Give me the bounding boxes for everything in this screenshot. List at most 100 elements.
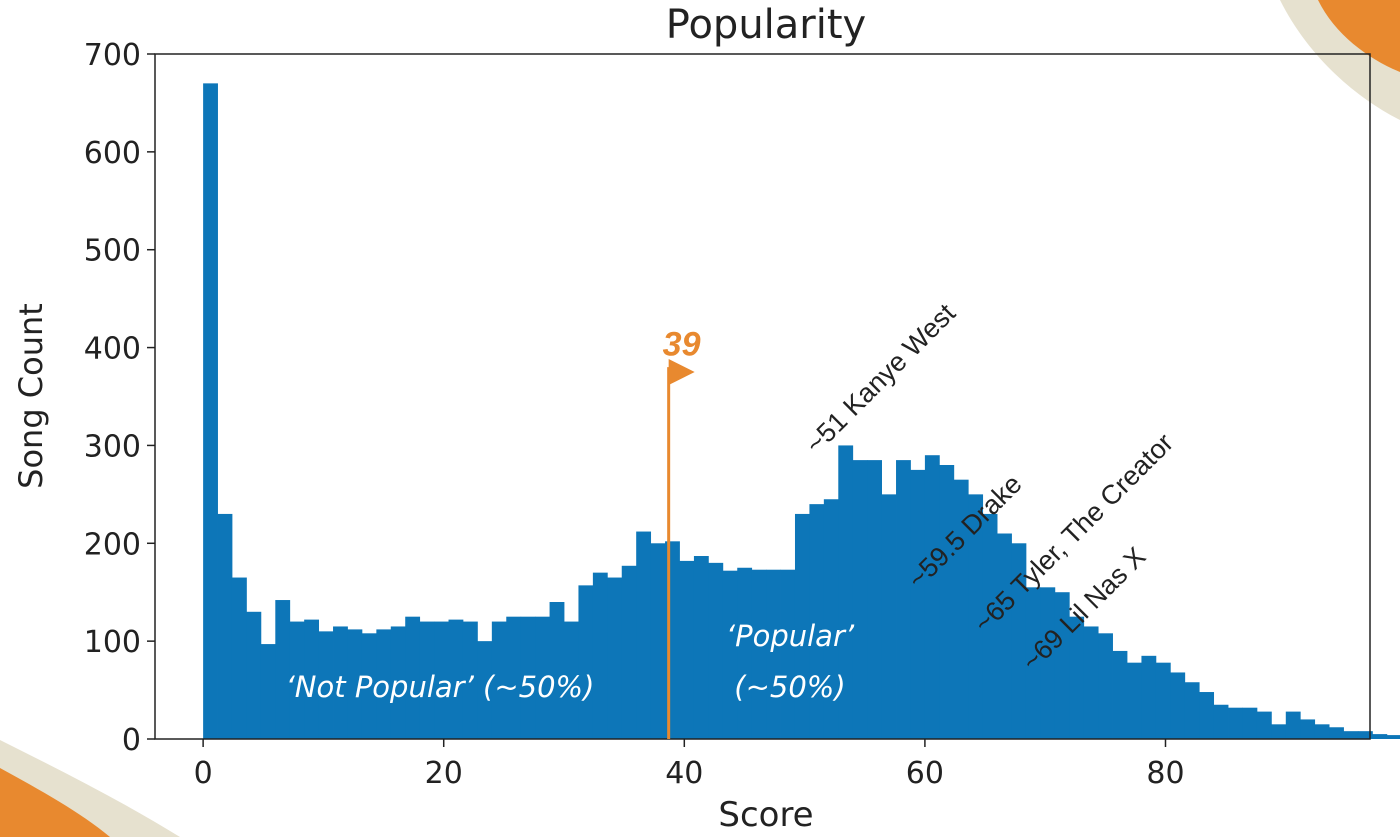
histogram-bar — [1372, 734, 1388, 739]
histogram-bar — [607, 577, 623, 739]
histogram-bar — [679, 560, 695, 739]
histogram-bar — [1184, 682, 1200, 739]
histogram-bar — [636, 531, 652, 739]
histogram-bar — [1228, 707, 1243, 739]
histogram-bar — [564, 621, 579, 739]
histogram-bar — [693, 556, 709, 739]
histogram-bar — [419, 621, 435, 739]
x-axis-label: Score — [718, 795, 813, 835]
histogram-bar — [1069, 616, 1085, 739]
region-label-not-popular: ‘Not Popular’ (~50%) — [286, 670, 595, 704]
histogram-bar — [953, 479, 969, 739]
x-tick-label: 60 — [906, 756, 944, 791]
plot-frame — [154, 53, 1371, 740]
histogram-bar — [376, 629, 392, 739]
histogram-bar — [1213, 704, 1229, 739]
histogram-bar — [1025, 587, 1041, 739]
corner-decoration-top-right — [1280, 0, 1400, 120]
histogram-bar — [939, 465, 955, 739]
histogram-bar — [260, 644, 276, 739]
histogram-bar — [1040, 587, 1056, 739]
histogram-bar — [924, 455, 940, 739]
histogram-bar — [621, 565, 637, 739]
y-tick-label: 600 — [84, 136, 141, 171]
histogram-bar — [1112, 650, 1128, 739]
x-tick-label: 20 — [425, 756, 463, 791]
histogram-bar — [751, 569, 767, 739]
y-tick-label: 200 — [84, 527, 141, 562]
histogram-bar — [1170, 672, 1186, 739]
y-tick-label: 0 — [122, 723, 141, 758]
histogram-bar — [361, 633, 377, 739]
histogram-bar — [809, 504, 825, 739]
histogram-bar — [592, 572, 608, 739]
histogram-bar — [275, 600, 291, 739]
y-tick-label: 400 — [84, 332, 141, 367]
histogram-bar — [1011, 543, 1027, 739]
x-axis-ticks: 0 20 40 60 80 — [194, 739, 1185, 791]
histogram-bar — [203, 83, 218, 740]
histogram-bar — [896, 460, 911, 739]
histogram-bar — [289, 621, 305, 739]
histogram-bar — [650, 543, 666, 739]
histogram-bar — [462, 621, 478, 739]
histogram-bar — [535, 616, 550, 739]
histogram-bar — [1155, 662, 1171, 739]
threshold-label: 39 — [663, 326, 701, 364]
region-label-popular: ‘Popular’ — [726, 619, 855, 653]
histogram-bar — [997, 533, 1012, 739]
histogram-bar — [1386, 735, 1400, 739]
histogram-bar — [1329, 727, 1344, 739]
histogram-bar — [982, 513, 998, 739]
histogram-bar — [1127, 662, 1142, 739]
histogram-bar — [852, 460, 868, 739]
y-tick-label: 500 — [84, 234, 141, 269]
histogram-bar — [708, 562, 724, 739]
threshold-flag: 39 — [663, 326, 701, 739]
histogram-bar — [578, 585, 594, 739]
histogram-bar — [246, 611, 262, 739]
histogram-bar — [347, 629, 363, 739]
histogram-bars — [203, 83, 1400, 740]
histogram-bar — [838, 445, 854, 739]
y-tick-label: 300 — [84, 429, 141, 464]
histogram-bar — [1098, 633, 1113, 739]
histogram-bar — [1285, 711, 1301, 739]
histogram-bar — [1271, 724, 1287, 739]
histogram-bar — [766, 569, 781, 739]
histogram-bar — [1054, 592, 1070, 739]
histogram-bar — [910, 469, 926, 739]
histogram-bar — [448, 619, 464, 739]
histogram-bar — [506, 616, 522, 739]
artist-annotation: ~51 Kanye West — [800, 298, 962, 460]
y-tick-label: 700 — [84, 38, 141, 73]
histogram-bar — [318, 631, 334, 739]
histogram-bar — [867, 460, 882, 739]
histogram-bar — [794, 513, 810, 739]
x-tick-label: 0 — [194, 756, 213, 791]
histogram-bar — [390, 626, 406, 739]
y-axis-label: Song Count — [12, 303, 50, 489]
histogram-bar — [780, 569, 796, 739]
histogram-bar — [304, 619, 320, 739]
chart-title: Popularity — [666, 2, 866, 48]
histogram-bar — [1343, 731, 1359, 739]
histogram-bar — [1083, 626, 1099, 739]
histogram-bar — [217, 513, 233, 739]
histogram-bar — [722, 570, 738, 739]
histogram-bar — [477, 641, 493, 739]
histogram-bar — [1256, 711, 1272, 739]
histogram-bar — [491, 621, 507, 739]
histogram-bar — [520, 616, 536, 739]
histogram-bar — [1314, 724, 1330, 739]
histogram-bar — [333, 626, 348, 739]
y-axis-ticks: 0 100 200 300 400 500 600 700 — [84, 38, 155, 758]
histogram-bar — [1300, 719, 1316, 739]
histogram-bar — [823, 499, 839, 739]
histogram-bar — [968, 494, 984, 739]
histogram-bar — [549, 602, 565, 739]
histogram-bar — [737, 567, 753, 739]
histogram-bar — [1141, 655, 1157, 739]
x-tick-label: 80 — [1146, 756, 1184, 791]
